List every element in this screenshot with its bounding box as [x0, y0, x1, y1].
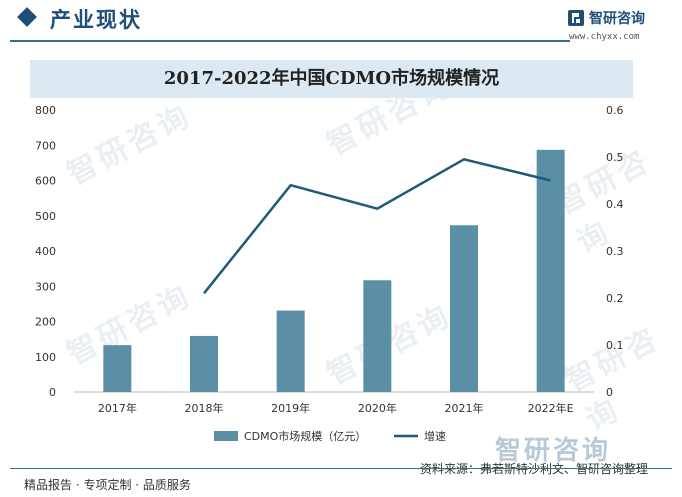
bar [363, 280, 392, 392]
footer-tagline: 精品报告 · 专项定制 · 品质服务 [24, 478, 191, 492]
y-right-tick-label: 0.2 [606, 292, 624, 305]
data-source: 资料来源：弗若斯特沙利文、智研咨询整理 [420, 462, 649, 476]
x-tick-label: 2018年 [185, 401, 224, 415]
header: 产业现状 智研咨询 www.chyxx.com [0, 0, 682, 46]
logo-url[interactable]: www.chyxx.com [569, 32, 640, 42]
brand-logo[interactable]: 智研咨询 www.chyxx.com [567, 8, 677, 44]
chart-title: 2017-2022年中国CDMO市场规模情况 [163, 68, 500, 89]
bar [276, 310, 305, 392]
bar [536, 149, 565, 392]
y-left-tick-label: 700 [35, 139, 56, 152]
y-right-tick-label: 0 [606, 386, 613, 399]
y-left-tick-label: 500 [35, 210, 56, 223]
y-left-tick-label: 100 [35, 351, 56, 364]
y-right-tick-label: 0.5 [606, 151, 624, 164]
logo-name: 智研咨询 [589, 11, 645, 27]
section-title: 产业现状 [50, 8, 142, 32]
y-right-tick-label: 0.3 [606, 245, 624, 258]
y-left-tick-label: 300 [35, 280, 56, 293]
y-right-tick-label: 0.1 [606, 339, 624, 352]
growth-line [203, 158, 551, 295]
footer-brand: 智研咨询 [495, 436, 612, 466]
chart-title-bar: 2017-2022年中国CDMO市场规模情况 [30, 60, 633, 98]
legend-label: 增速 [424, 429, 446, 443]
y-left-tick-label: 200 [35, 316, 56, 329]
y-left-tick-label: 600 [35, 175, 56, 188]
bar [103, 345, 132, 392]
y-left-tick-label: 400 [35, 245, 56, 258]
y-left-tick-label: 800 [35, 104, 56, 117]
legend-bar-swatch [214, 431, 238, 441]
x-tick-label: 2022年E [528, 401, 574, 415]
footer-divider [10, 468, 672, 469]
logo-icon [568, 10, 584, 26]
header-divider [10, 40, 570, 42]
x-tick-label: 2020年 [358, 401, 397, 415]
x-tick-label: 2021年 [445, 401, 484, 415]
bar [450, 225, 478, 392]
x-tick-label: 2017年 [98, 401, 137, 415]
x-tick-label: 2019年 [271, 401, 310, 415]
y-left-tick-label: 0 [49, 386, 56, 399]
y-right-tick-label: 0.6 [606, 104, 624, 117]
bar [190, 335, 218, 392]
y-right-tick-label: 0.4 [606, 198, 624, 211]
legend-label: CDMO市场规模（亿元） [244, 429, 366, 443]
